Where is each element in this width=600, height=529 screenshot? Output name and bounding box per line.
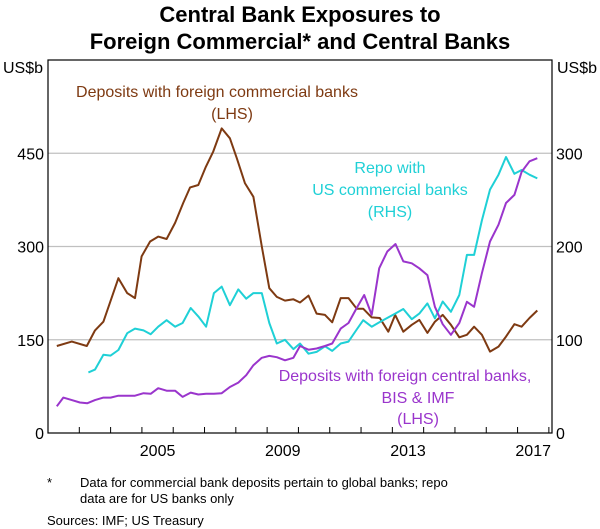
footnote-line-2: data are for US banks only xyxy=(80,491,234,506)
sources: Sources: IMF; US Treasury xyxy=(47,513,204,528)
y-tick-labels: 0 150 300 450 0 100 200 300 xyxy=(17,146,583,443)
x-tick-label: 2009 xyxy=(265,443,301,460)
annotation-commercial-line-1: Deposits with foreign commercial banks xyxy=(76,84,358,101)
x-tick-label: 2005 xyxy=(140,443,176,460)
right-y-tick-label: 300 xyxy=(556,146,583,163)
series-line-central xyxy=(55,157,538,407)
left-y-tick-label: 450 xyxy=(17,146,44,163)
left-y-tick-label: 150 xyxy=(17,333,44,350)
annotation-repo: Repo with US commercial banks (RHS) xyxy=(312,160,468,221)
right-y-tick-label: 100 xyxy=(556,333,583,350)
plot-frame xyxy=(47,59,553,434)
x-ticks xyxy=(78,427,550,433)
right-y-tick-label: 0 xyxy=(556,426,565,443)
annotation-central-line-1: Deposits with foreign central banks, xyxy=(279,368,532,385)
annotation-repo-line-3: (RHS) xyxy=(368,204,412,221)
x-tick-label: 2017 xyxy=(515,443,551,460)
x-tick-label: 2013 xyxy=(390,443,426,460)
annotation-central: Deposits with foreign central banks, BIS… xyxy=(279,368,532,428)
footnote-marker: * xyxy=(47,475,52,490)
series-line-commercial xyxy=(56,127,538,353)
annotation-commercial: Deposits with foreign commercial banks (… xyxy=(76,84,358,123)
annotation-central-line-3: (LHS) xyxy=(397,411,439,428)
right-axis-unit: US$b xyxy=(557,60,597,77)
left-y-tick-label: 0 xyxy=(35,426,44,443)
annotation-repo-line-1: Repo with xyxy=(354,160,425,177)
series-line-repo xyxy=(88,156,538,374)
left-y-tick-label: 300 xyxy=(17,240,44,257)
chart-title-line-2: Foreign Commercial* and Central Banks xyxy=(90,29,511,54)
annotation-central-line-2: BIS & IMF xyxy=(382,390,455,407)
series-lines xyxy=(55,127,538,407)
annotation-commercial-line-2: (LHS) xyxy=(211,106,253,123)
x-tick-labels: 2005 2009 2013 2017 xyxy=(140,443,551,460)
left-axis-unit: US$b xyxy=(3,60,43,77)
gridlines xyxy=(48,152,552,341)
annotation-repo-line-2: US commercial banks xyxy=(312,182,468,199)
chart-title-line-1: Central Bank Exposures to xyxy=(159,2,440,27)
right-y-tick-label: 200 xyxy=(556,240,583,257)
footnote-line-1: Data for commercial bank deposits pertai… xyxy=(80,475,448,490)
